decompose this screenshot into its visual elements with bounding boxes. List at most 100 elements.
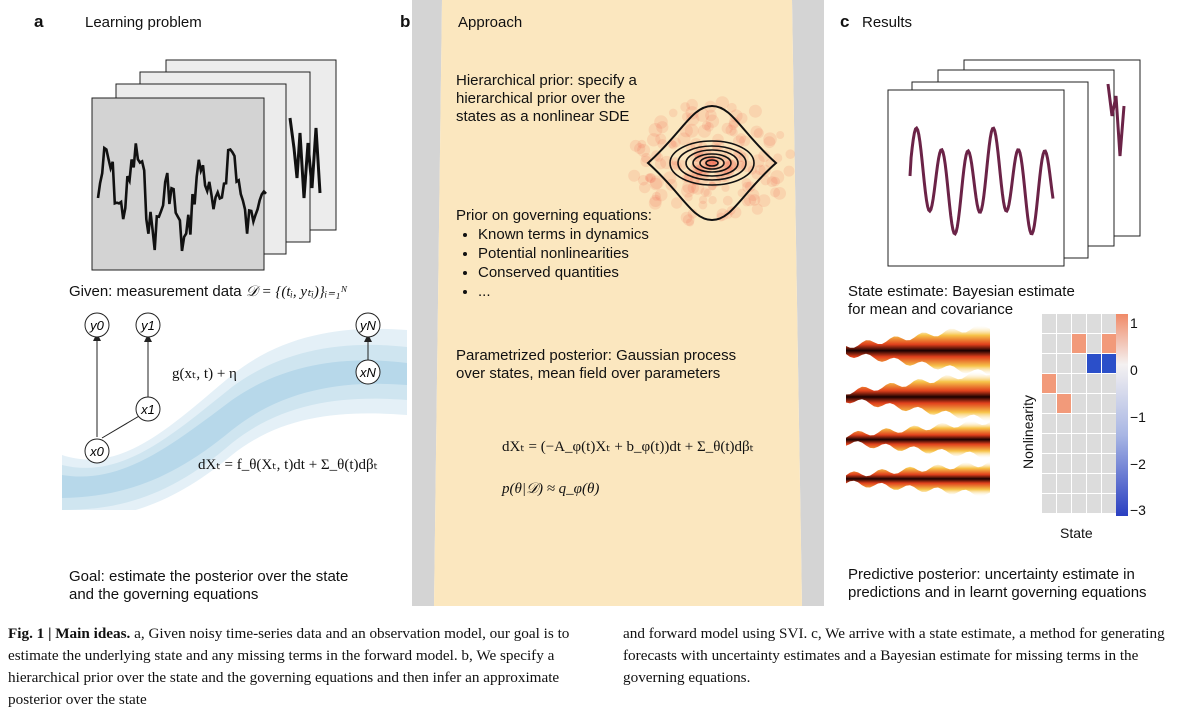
prior-item: Conserved quantities xyxy=(478,263,649,282)
prior-samples xyxy=(628,96,796,227)
colorbar-tick: −3 xyxy=(1130,502,1146,518)
heatmap-cell xyxy=(1102,474,1116,493)
prior-sample-dot xyxy=(757,194,771,207)
prior-sample-dot xyxy=(770,187,781,198)
heatmap-cell xyxy=(1072,334,1086,353)
panel-b-background xyxy=(412,0,824,606)
prior-sample-dot xyxy=(727,102,737,113)
prior-sample-dot xyxy=(637,143,651,157)
prior-sample-dot xyxy=(650,175,664,190)
heatmap-cell xyxy=(1042,414,1056,433)
heatmap-cell xyxy=(1072,354,1086,373)
prior-sample-dot xyxy=(639,181,651,194)
nonlinearity-heatmap xyxy=(1042,314,1128,516)
prior-sample-dot xyxy=(721,122,733,134)
prior-sample-dot xyxy=(682,214,695,226)
heatmap-cell xyxy=(1057,334,1071,353)
prior-sample-dot xyxy=(763,132,777,146)
prior-sample-dot xyxy=(634,143,646,155)
prior-sample-dot xyxy=(687,182,699,194)
observation-model: g(xₜ, t) + η xyxy=(172,366,237,382)
heatmap-cell xyxy=(1102,414,1116,433)
heatmap-cell xyxy=(1057,434,1071,453)
prior-sample-dot xyxy=(684,193,693,202)
prior-sample-dot xyxy=(637,139,647,149)
heatmap-cell xyxy=(1072,494,1086,513)
prior-sample-dot xyxy=(770,176,780,187)
hierarchical-prior-text: Hierarchical prior: specify a hierarchic… xyxy=(456,72,637,125)
caption-left: Fig. 1 | Main ideas. a, Given noisy time… xyxy=(8,625,570,708)
prior-sample-dot xyxy=(671,197,683,209)
caption-right: and forward model using SVI. c, We arriv… xyxy=(623,625,1165,686)
prior-item: Known terms in dynamics xyxy=(478,225,649,244)
prior-list: Known terms in dynamics Potential nonlin… xyxy=(456,225,649,301)
prior-sample-dot xyxy=(628,169,641,182)
prior-sample-dot xyxy=(776,131,785,139)
colorbar-tick: 1 xyxy=(1130,315,1138,331)
prior-sample-dot xyxy=(741,178,752,188)
prior-sample-dot xyxy=(686,112,700,126)
prior-sample-dot xyxy=(739,135,751,147)
goal-text: Goal: estimate the posterior over the st… xyxy=(69,568,349,603)
prior-sample-dot xyxy=(747,189,760,201)
prior-sample-dot xyxy=(766,176,778,188)
heatmap-cell xyxy=(1072,394,1086,413)
heatmap-cell xyxy=(1102,314,1116,333)
prior-sample-dot xyxy=(754,164,766,176)
colorbar-tick: 0 xyxy=(1130,362,1138,378)
prior-governing-title: Prior on governing equations: xyxy=(456,207,652,224)
prior-sample-dot xyxy=(697,124,711,138)
node-y0-label: y0 xyxy=(89,318,105,333)
prior-sample-dot xyxy=(670,160,679,170)
heatmap-cell xyxy=(1087,474,1101,493)
node-x0 xyxy=(84,438,110,464)
heatmap-cell xyxy=(1042,494,1056,513)
prior-density-plot xyxy=(628,96,796,227)
prior-sample-dot xyxy=(737,188,746,198)
prior-item: Potential nonlinearities xyxy=(478,244,649,263)
heatmap-cell xyxy=(1087,334,1101,353)
forecast-bands xyxy=(846,326,990,497)
node-xN xyxy=(355,359,381,385)
heatmap-cell xyxy=(1042,334,1056,353)
variational-approx: p(θ|𝒟) ≈ q_φ(θ) xyxy=(502,481,600,497)
heatmap-cell xyxy=(1072,454,1086,473)
colorbar xyxy=(1116,314,1128,516)
heatmap-cell xyxy=(1102,334,1116,353)
prior-sample-dot xyxy=(707,181,717,191)
prior-sample-dot xyxy=(751,203,763,215)
sde-equation: dXₜ = f_θ(Xₜ, t)dt + Σ_θ(t)dβₜ xyxy=(198,457,379,473)
predictive-posterior-text: Predictive posterior: uncertainty estima… xyxy=(848,566,1147,601)
prior-sample-dot xyxy=(684,123,699,138)
prior-sample-dot xyxy=(686,218,694,227)
prior-sample-dot xyxy=(728,116,740,129)
prior-sample-dot xyxy=(685,106,699,120)
heatmap-cell xyxy=(1087,434,1101,453)
prior-sample-dot xyxy=(669,140,678,150)
heatmap-cell xyxy=(1042,454,1056,473)
prior-sample-dot xyxy=(703,188,712,198)
prior-sample-dot xyxy=(670,137,681,148)
heatmap-xlabel: State xyxy=(1060,525,1093,541)
prior-sample-dot xyxy=(753,128,764,139)
heatmap-cell xyxy=(1057,414,1071,433)
prior-sample-dot xyxy=(641,152,652,164)
prior-sample-dot xyxy=(742,197,751,207)
panel-b-letter: b xyxy=(400,12,411,31)
prior-item: ... xyxy=(478,282,649,301)
prior-sample-dot xyxy=(680,102,691,112)
prior-sample-dot xyxy=(654,115,668,129)
prior-sample-dot xyxy=(705,114,720,128)
node-xN-label: xN xyxy=(359,365,377,380)
heatmap-cell xyxy=(1087,314,1101,333)
node-y0 xyxy=(84,312,110,338)
prior-sample-dot xyxy=(646,173,657,184)
prior-sample-dot xyxy=(648,196,662,210)
prior-sample-dot xyxy=(654,158,667,170)
prior-sample-dot xyxy=(686,98,698,111)
given-measurement-text: Given: measurement data 𝒟 = {(tᵢ, yₜᵢ)}ᵢ… xyxy=(69,283,348,300)
prior-sample-dot xyxy=(721,183,730,192)
panel-c-letter: c xyxy=(840,12,850,31)
state-estimate-text: State estimate: Bayesian estimate for me… xyxy=(848,283,1075,318)
prior-sample-dot xyxy=(648,123,663,137)
